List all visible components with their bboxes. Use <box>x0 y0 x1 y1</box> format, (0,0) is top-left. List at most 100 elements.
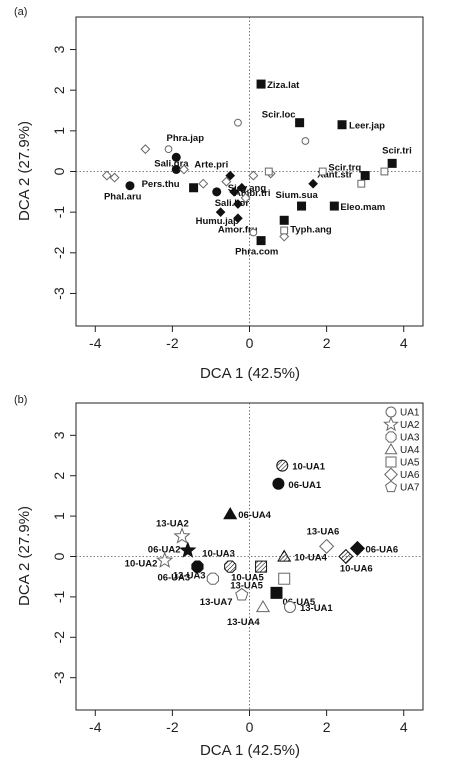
site-label: 10-UA6 <box>340 564 373 575</box>
species-point <box>279 215 289 225</box>
panel-b: (b) -4 -2 0 2 4 -3 -2 -1 0 1 2 3 10-UA1 06-UA1 06-UA4… <box>14 394 424 759</box>
species-label: Phra.com <box>235 247 278 258</box>
site-label: 06-UA2 <box>148 544 181 555</box>
species-point <box>234 118 242 127</box>
y-tick-label: 1 <box>51 127 67 135</box>
species-label: Scir.loc <box>262 110 296 121</box>
species-point <box>215 207 226 217</box>
legend-label: UA3 <box>400 433 420 444</box>
x-tick-label: -4 <box>89 719 102 735</box>
species-label: Sali.kor <box>215 198 250 209</box>
site-point <box>191 560 204 573</box>
y-tick-label: -3 <box>51 287 67 300</box>
species-point <box>264 167 273 176</box>
x-tick-label: 2 <box>323 719 331 735</box>
species-point <box>387 158 397 168</box>
species-label: Xant.str <box>317 170 353 181</box>
species-point <box>125 181 135 191</box>
site-label: 06-UA5 <box>282 597 315 608</box>
species-point <box>225 170 236 181</box>
x-tick-label: -4 <box>89 335 102 351</box>
species-point <box>360 171 370 181</box>
species-label: Typh.ang <box>290 224 332 235</box>
species-point <box>140 144 151 155</box>
y-tick-label: -2 <box>51 631 67 644</box>
site-point <box>278 572 291 585</box>
legend-label: UA4 <box>400 445 420 456</box>
site-point <box>338 548 354 565</box>
species-point <box>380 167 389 176</box>
species-point <box>256 79 266 89</box>
y-tick-label: 3 <box>51 431 67 439</box>
site-label: 13-UA3 <box>173 571 206 582</box>
site-label: 06-UA1 <box>288 480 321 491</box>
species-point <box>308 178 318 189</box>
y-tick-label: 1 <box>51 512 67 520</box>
species-point <box>164 145 173 154</box>
species-point <box>101 170 112 181</box>
site-point <box>206 572 219 585</box>
site-point <box>173 527 191 544</box>
species-point <box>295 118 305 128</box>
site-point <box>272 477 285 490</box>
species-point <box>280 226 289 235</box>
y-tick-label: -3 <box>51 671 67 684</box>
panel-a-x-axis-title: DCA 1 (42.5%) <box>200 365 300 382</box>
site-label: 13-UA7 <box>200 597 233 608</box>
site-point <box>283 600 296 613</box>
species-point <box>171 152 181 162</box>
site-label: 13-UA2 <box>156 518 189 529</box>
legend-label: UA7 <box>400 483 420 494</box>
panel-a-label: (a) <box>14 6 27 18</box>
site-point <box>223 507 238 520</box>
site-point <box>276 459 289 472</box>
species-label: Ziza.lat <box>267 80 300 91</box>
species-label: Ambr.tri <box>234 188 270 199</box>
species-point <box>357 179 366 188</box>
species-point <box>229 186 239 197</box>
x-tick-label: -2 <box>166 719 179 735</box>
y-tick-label: 3 <box>51 45 67 53</box>
species-label: Amor.fru <box>218 224 258 235</box>
site-point <box>255 599 271 613</box>
species-label: Phal.aru <box>104 192 142 203</box>
site-label: 13-UA5 <box>230 581 263 592</box>
panel-b-label: (b) <box>14 394 27 406</box>
species-point <box>337 120 347 130</box>
species-point <box>318 167 327 176</box>
species-point <box>233 199 243 209</box>
species-point <box>249 228 258 237</box>
species-label: Pers.thu <box>142 179 180 190</box>
x-tick-label: -2 <box>166 335 179 351</box>
y-tick-label: 2 <box>51 86 67 94</box>
species-point <box>198 178 209 189</box>
x-tick-label: 0 <box>246 719 254 735</box>
species-point <box>236 182 247 193</box>
species-label: Humu.jap <box>196 216 239 227</box>
species-point <box>297 201 307 211</box>
site-label: 06-UA6 <box>365 544 398 555</box>
species-point <box>301 137 310 145</box>
legend-label: UA2 <box>400 420 420 431</box>
y-tick-label: 0 <box>51 552 67 560</box>
species-point <box>256 236 266 246</box>
legend-marker <box>383 416 399 432</box>
panel-a-axes: -4 -2 0 2 4 -3 -2 -1 0 1 2 3 <box>51 17 423 351</box>
legend-marker <box>384 467 398 482</box>
panel-b-y-axis-title: DCA 2 (27.9%) <box>16 506 33 606</box>
species-label: Eleo.mam <box>340 202 385 213</box>
panel-b-x-axis-title: DCA 1 (42.5%) <box>200 742 300 759</box>
panel-b-axes: -4 -2 0 2 4 -3 -2 -1 0 1 2 3 <box>51 403 423 735</box>
site-label: 10-UA1 <box>292 462 325 473</box>
legend-label: UA6 <box>400 470 420 481</box>
site-point <box>156 551 174 568</box>
species-point <box>240 192 251 203</box>
x-tick-label: 4 <box>400 719 408 735</box>
legend-marker <box>385 406 397 418</box>
site-label: 10-UA3 <box>202 549 235 560</box>
species-point <box>212 187 222 197</box>
species-point <box>279 231 290 242</box>
species-point <box>221 176 232 187</box>
site-point <box>277 549 292 562</box>
legend-marker <box>384 443 398 455</box>
